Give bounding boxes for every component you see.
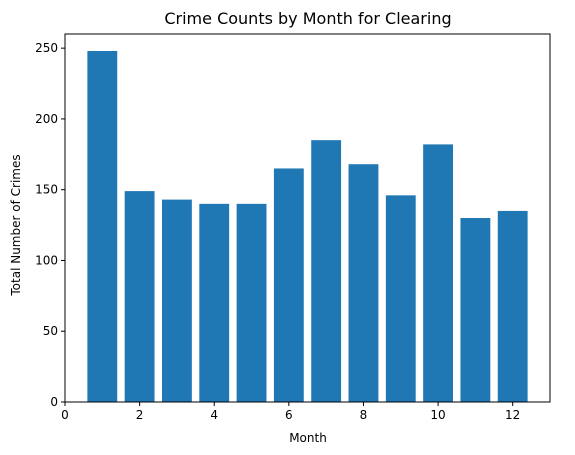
y-tick-label: 50	[43, 324, 58, 338]
bar-month-1	[87, 50, 118, 402]
chart-title: Crime Counts by Month for Clearing	[164, 9, 451, 28]
bar-month-2	[124, 191, 155, 402]
bar-month-10	[423, 144, 453, 402]
x-tick-label: 4	[210, 408, 218, 422]
y-tick-label: 250	[35, 41, 58, 55]
x-axis: 0 2 4 6 8 10 12	[61, 402, 520, 422]
y-tick-label: 100	[35, 253, 58, 267]
bar-month-8	[348, 164, 379, 402]
x-axis-label: Month	[289, 431, 327, 445]
y-axis: 0 50 100 150 200 250	[35, 41, 65, 409]
bar-month-3	[162, 199, 192, 402]
y-axis-label: Total Number of Crimes	[9, 154, 23, 296]
x-tick-label: 10	[430, 408, 445, 422]
y-tick-label: 150	[35, 183, 58, 197]
bar-month-5	[236, 203, 267, 402]
x-tick-label: 0	[61, 408, 69, 422]
x-tick-label: 8	[360, 408, 368, 422]
bar-month-11	[460, 218, 491, 402]
plot-frame	[64, 33, 551, 403]
bar-month-9	[385, 195, 416, 402]
y-tick-label: 200	[35, 112, 58, 126]
x-tick-label: 12	[505, 408, 520, 422]
bar-month-7	[311, 140, 342, 402]
bar-month-12	[497, 210, 528, 402]
y-tick-label: 0	[50, 395, 58, 409]
x-tick-label: 2	[136, 408, 144, 422]
x-tick-label: 6	[285, 408, 293, 422]
bar-month-4	[199, 203, 230, 402]
bars-group	[87, 50, 528, 402]
bar-month-6	[273, 168, 304, 402]
